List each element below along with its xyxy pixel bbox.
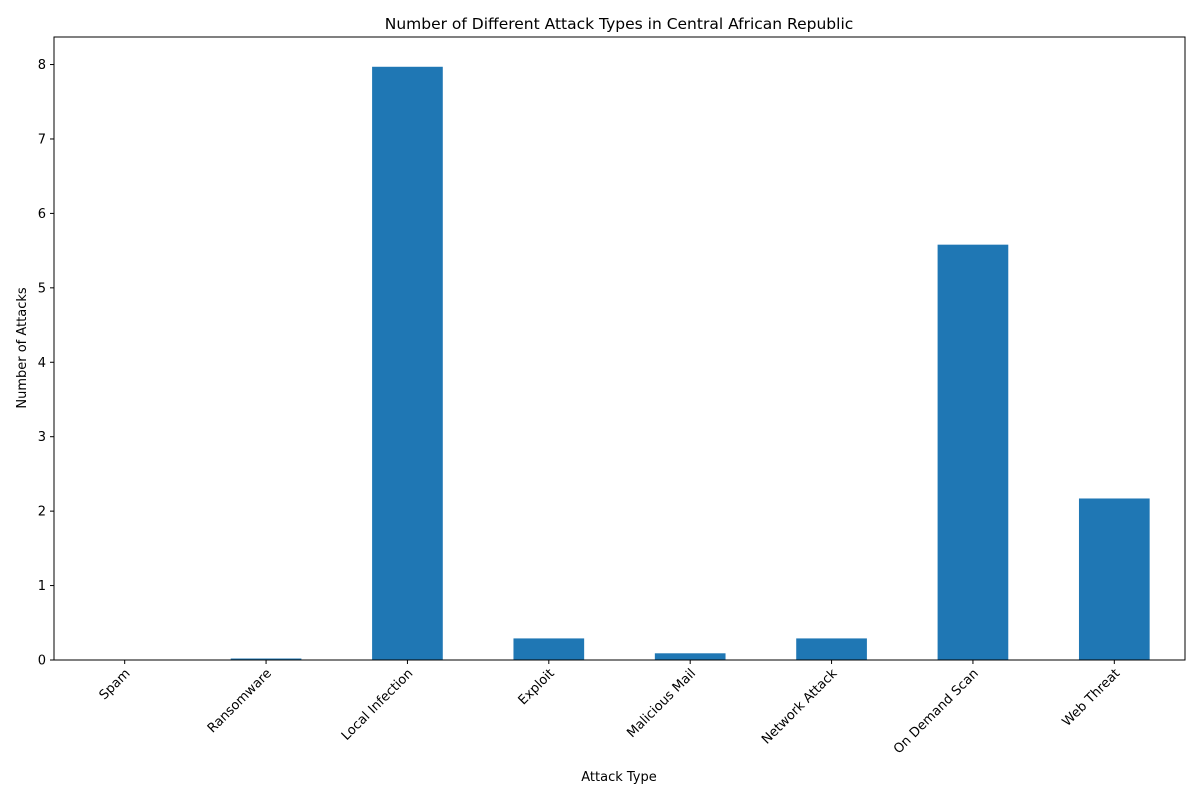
bar-exploit: [513, 638, 585, 660]
bar-malicious-mail: [654, 653, 726, 660]
x-tick-label: Spam: [97, 666, 134, 703]
bar-web-threat: [1078, 498, 1150, 660]
x-tick-label: On Demand Scan: [891, 666, 982, 757]
y-tick-label: 3: [38, 430, 46, 445]
y-tick-label: 2: [38, 505, 46, 520]
y-tick-label: 5: [38, 281, 46, 296]
x-tick-label: Exploit: [516, 666, 558, 708]
x-axis-label: Attack Type: [581, 770, 657, 785]
y-tick-label: 7: [38, 132, 46, 147]
x-tick-label: Web Threat: [1060, 666, 1123, 729]
y-tick-label: 1: [38, 579, 46, 594]
x-tick-label: Local Infection: [339, 666, 416, 743]
x-axis-ticks: Spam Ransomware Local Infection Exploit Mali…: [97, 660, 1123, 757]
y-axis-ticks: 0 1 2 3 4 5 6 7 8: [38, 58, 54, 669]
bar-on-demand-scan: [937, 244, 1009, 660]
bar-network-attack: [796, 638, 867, 660]
bar-local-infection: [372, 66, 443, 660]
y-tick-label: 8: [38, 58, 46, 73]
y-axis-label: Number of Attacks: [15, 287, 30, 409]
x-tick-label: Ransomware: [205, 666, 275, 736]
y-tick-label: 6: [38, 207, 46, 222]
x-tick-label: Malicious Mail: [624, 666, 699, 741]
x-tick-label: Network Attack: [759, 666, 841, 748]
chart-title: Number of Different Attack Types in Cent…: [385, 15, 854, 33]
bars-group: [230, 66, 1150, 660]
bar-ransomware: [230, 658, 302, 660]
y-tick-label: 4: [38, 356, 46, 371]
y-tick-label: 0: [38, 654, 46, 669]
plot-frame: [53, 36, 1186, 661]
